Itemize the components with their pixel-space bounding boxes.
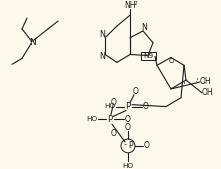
Text: NH: NH (124, 1, 136, 10)
Text: O: O (111, 129, 117, 138)
Text: N: N (29, 38, 35, 47)
Text: 2: 2 (133, 1, 137, 6)
Text: P: P (129, 141, 133, 150)
Text: O: O (144, 141, 150, 150)
Text: HO: HO (122, 163, 133, 168)
Text: ·': ·' (194, 78, 198, 87)
Text: O: O (143, 102, 149, 111)
Text: OH: OH (201, 88, 213, 97)
Text: N9: N9 (143, 53, 153, 59)
FancyBboxPatch shape (141, 52, 156, 60)
Text: O: O (133, 87, 139, 96)
Text: ·': ·' (181, 81, 185, 90)
Text: O: O (125, 123, 131, 132)
Text: O: O (111, 98, 117, 107)
Text: O: O (125, 115, 131, 124)
Text: N: N (99, 52, 105, 61)
Text: OH: OH (199, 77, 211, 86)
Text: P: P (126, 102, 131, 111)
Text: P: P (107, 115, 112, 124)
Text: N: N (99, 30, 105, 39)
Text: O: O (168, 58, 174, 64)
Text: HO: HO (86, 116, 97, 122)
Text: N: N (141, 23, 147, 32)
Text: HO: HO (105, 103, 116, 109)
Text: ³²: ³² (124, 143, 128, 148)
